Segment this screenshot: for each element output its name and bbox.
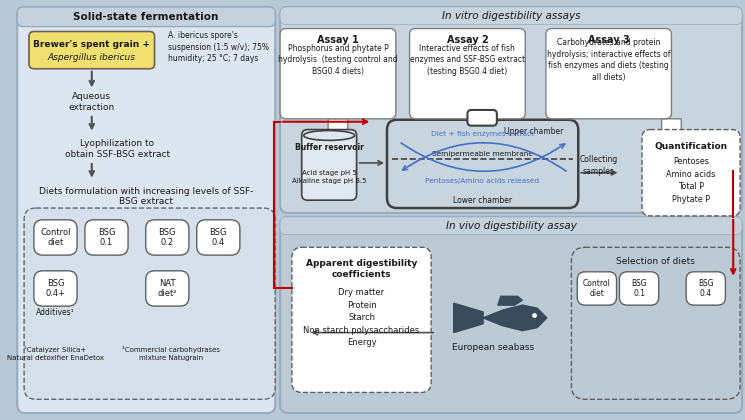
FancyBboxPatch shape bbox=[686, 272, 726, 305]
Text: Aqueous
extraction: Aqueous extraction bbox=[69, 92, 115, 112]
Text: Upper chamber: Upper chamber bbox=[504, 127, 563, 136]
FancyBboxPatch shape bbox=[17, 7, 275, 26]
Text: Control
diet: Control diet bbox=[40, 228, 71, 247]
FancyBboxPatch shape bbox=[17, 7, 275, 413]
Text: Diets formulation with increasing levels of SSF-
BSG extract: Diets formulation with increasing levels… bbox=[39, 186, 253, 206]
FancyBboxPatch shape bbox=[34, 271, 77, 306]
Text: Carbohydrates and protein
hydrolysis; interactive effects of
fish enzymes and di: Carbohydrates and protein hydrolysis; in… bbox=[547, 38, 671, 82]
Text: Assay 1: Assay 1 bbox=[317, 35, 359, 45]
Text: Aspergillus ibericus: Aspergillus ibericus bbox=[48, 53, 136, 63]
Text: Selection of diets: Selection of diets bbox=[616, 257, 695, 265]
Text: Pentoses
Amino acids
Total P
Phytate P: Pentoses Amino acids Total P Phytate P bbox=[667, 158, 716, 204]
Text: ²Commercial carbohydrases
mixture Natugrain: ²Commercial carbohydrases mixture Natugr… bbox=[122, 346, 221, 361]
FancyBboxPatch shape bbox=[85, 220, 128, 255]
Polygon shape bbox=[454, 303, 483, 333]
FancyBboxPatch shape bbox=[546, 29, 671, 119]
Text: BSG
0.1: BSG 0.1 bbox=[631, 279, 647, 298]
FancyBboxPatch shape bbox=[29, 32, 154, 69]
FancyArrow shape bbox=[657, 119, 686, 146]
Text: BSG
0.2: BSG 0.2 bbox=[159, 228, 176, 247]
FancyBboxPatch shape bbox=[24, 208, 275, 399]
FancyBboxPatch shape bbox=[467, 110, 497, 126]
FancyBboxPatch shape bbox=[146, 271, 189, 306]
Text: Buffer reservoir: Buffer reservoir bbox=[295, 143, 364, 152]
Polygon shape bbox=[483, 305, 547, 331]
Text: NAT
diet²: NAT diet² bbox=[157, 279, 177, 298]
FancyBboxPatch shape bbox=[146, 220, 189, 255]
Text: Collecting
samples: Collecting samples bbox=[580, 155, 618, 176]
Text: Apparent digestibility
coefficients: Apparent digestibility coefficients bbox=[305, 259, 417, 279]
Text: In vitro digestibility assays: In vitro digestibility assays bbox=[443, 11, 581, 21]
FancyBboxPatch shape bbox=[571, 247, 740, 399]
FancyBboxPatch shape bbox=[577, 272, 617, 305]
Text: Semipermeable membrane: Semipermeable membrane bbox=[431, 151, 533, 157]
Polygon shape bbox=[498, 297, 522, 305]
FancyBboxPatch shape bbox=[619, 272, 659, 305]
FancyArrow shape bbox=[453, 119, 482, 146]
FancyBboxPatch shape bbox=[280, 217, 742, 413]
Text: Additives¹: Additives¹ bbox=[37, 307, 74, 317]
FancyBboxPatch shape bbox=[280, 29, 396, 119]
FancyBboxPatch shape bbox=[280, 7, 742, 213]
Text: A. ibericus spore's
suspension (1:5 w/v); 75%
humidity; 25 °C; 7 days: A. ibericus spore's suspension (1:5 w/v)… bbox=[168, 31, 269, 63]
Text: BSG
0.4: BSG 0.4 bbox=[698, 279, 714, 298]
Ellipse shape bbox=[304, 131, 355, 140]
Text: Assay 2: Assay 2 bbox=[446, 35, 488, 45]
Text: Assay 3: Assay 3 bbox=[588, 35, 630, 45]
Text: Pentoses/Amino acids released: Pentoses/Amino acids released bbox=[425, 178, 539, 184]
FancyBboxPatch shape bbox=[292, 247, 431, 392]
Text: ¹Catalyzer Silica+
Natural detoxifier EnaDetox: ¹Catalyzer Silica+ Natural detoxifier En… bbox=[7, 346, 104, 361]
FancyArrow shape bbox=[323, 119, 352, 146]
Text: European seabass: European seabass bbox=[452, 343, 534, 352]
Text: Lower chamber: Lower chamber bbox=[452, 196, 512, 205]
Text: Quantification: Quantification bbox=[655, 142, 728, 151]
Text: Acid stage pH 5
Alkaline stage pH 8.5: Acid stage pH 5 Alkaline stage pH 8.5 bbox=[292, 170, 367, 184]
FancyBboxPatch shape bbox=[302, 130, 357, 200]
FancyBboxPatch shape bbox=[280, 7, 742, 25]
Text: Control
diet: Control diet bbox=[583, 279, 611, 298]
Text: In vivo digestibility assay: In vivo digestibility assay bbox=[446, 220, 577, 231]
Text: BSG
0.1: BSG 0.1 bbox=[98, 228, 115, 247]
FancyBboxPatch shape bbox=[280, 217, 742, 234]
Text: Diet + fish enzymes extract: Diet + fish enzymes extract bbox=[431, 131, 533, 137]
FancyBboxPatch shape bbox=[197, 220, 240, 255]
FancyBboxPatch shape bbox=[410, 29, 525, 119]
Text: Interactive effects of fish
enzymes and SSF-BSG extract
(testing BSG0.4 diet): Interactive effects of fish enzymes and … bbox=[410, 44, 525, 76]
Text: Dry matter
Protein
Starch
Non starch polysaccharides
Energy: Dry matter Protein Starch Non starch pol… bbox=[303, 289, 419, 347]
FancyBboxPatch shape bbox=[34, 220, 77, 255]
FancyBboxPatch shape bbox=[642, 130, 740, 216]
Text: Phosphorus and phytate P
hydrolysis  (testing control and
BSG0.4 diets): Phosphorus and phytate P hydrolysis (tes… bbox=[278, 44, 398, 76]
FancyBboxPatch shape bbox=[387, 120, 578, 208]
Text: Brewer's spent grain +: Brewer's spent grain + bbox=[34, 40, 150, 49]
Text: BSG
0.4: BSG 0.4 bbox=[209, 228, 227, 247]
Text: Solid-state fermentation: Solid-state fermentation bbox=[73, 12, 218, 22]
Text: Lyophilization to
obtain SSF-BSG extract: Lyophilization to obtain SSF-BSG extract bbox=[65, 139, 170, 159]
Text: BSG
0.4+: BSG 0.4+ bbox=[45, 279, 66, 298]
